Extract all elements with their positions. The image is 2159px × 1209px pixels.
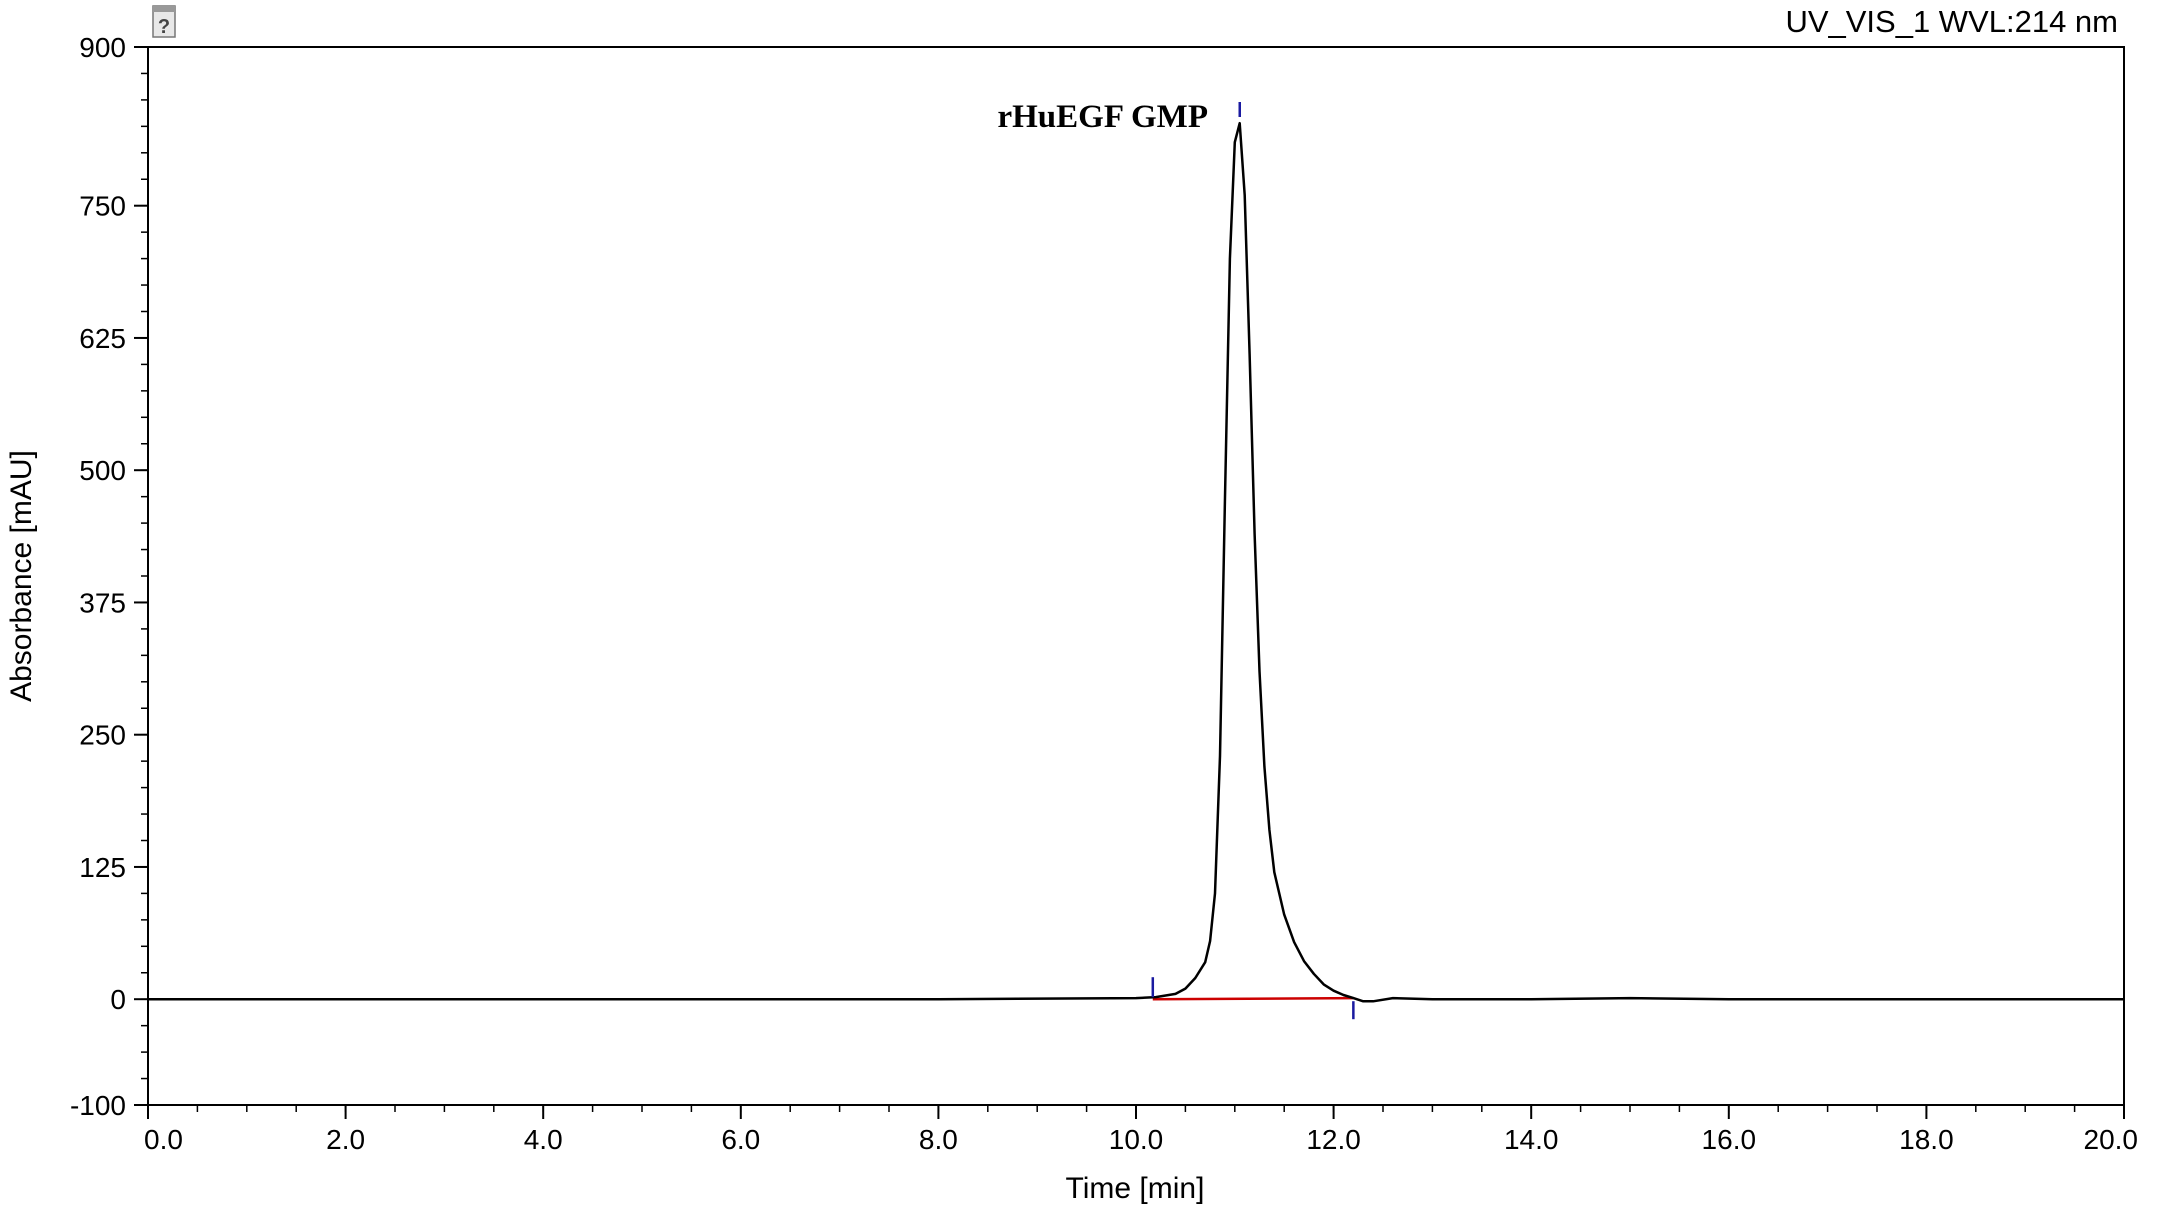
x-tick-label: 6.0 (721, 1124, 760, 1155)
y-tick-label: 625 (79, 323, 126, 354)
y-tick-label: -100 (70, 1090, 126, 1121)
y-tick-label: 250 (79, 720, 126, 751)
x-tick-label: 20.0 (2084, 1124, 2139, 1155)
channel-label: UV_VIS_1 WVL:214 nm (1785, 4, 2118, 39)
x-tick-label: 2.0 (326, 1124, 365, 1155)
x-tick-label: 4.0 (524, 1124, 563, 1155)
plot-marks (148, 102, 2124, 1020)
y-axis: 900 750 625 500 375 250 125 0 -100 (70, 32, 148, 1121)
x-tick-label: 18.0 (1899, 1124, 1954, 1155)
y-axis-title: Absorbance [mAU] (5, 450, 38, 702)
svg-text:?: ? (158, 16, 170, 38)
chromatogram-trace (148, 121, 2124, 1003)
integration-baseline (1152, 996, 1354, 1001)
y-tick-label: 375 (79, 587, 126, 618)
y-tick-label: 900 (79, 32, 126, 63)
plot-frame (147, 46, 2125, 1106)
x-tick-label: 8.0 (919, 1124, 958, 1155)
x-tick-label: 14.0 (1504, 1124, 1559, 1155)
x-tick-label: 12.0 (1306, 1124, 1361, 1155)
x-tick-label: 16.0 (1702, 1124, 1757, 1155)
y-tick-label: 500 (79, 455, 126, 486)
x-tick-label: 0.0 (144, 1124, 183, 1155)
peak-label: rHuEGF GMP (997, 99, 1208, 135)
x-tick-label: 10.0 (1109, 1124, 1164, 1155)
help-icon[interactable]: ? (152, 5, 176, 38)
y-tick-label: 750 (79, 191, 126, 222)
x-axis: 0.0 2.0 4.0 6.0 8.0 10.0 12.0 14.0 16.0 18.0 20.0 (144, 1105, 2138, 1155)
y-tick-label: 125 (79, 852, 126, 883)
y-tick-label: 0 (110, 984, 126, 1015)
x-axis-title: Time [min] (1066, 1172, 1205, 1205)
